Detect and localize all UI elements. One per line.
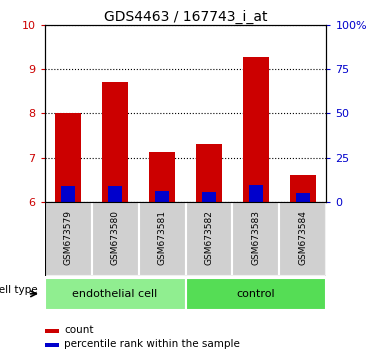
Bar bbox=[92, 202, 138, 276]
Bar bbox=[155, 191, 169, 202]
Bar bbox=[45, 278, 186, 310]
Text: GSM673579: GSM673579 bbox=[63, 210, 72, 265]
Bar bbox=[61, 186, 75, 202]
Text: GSM673580: GSM673580 bbox=[111, 210, 119, 265]
Text: percentile rank within the sample: percentile rank within the sample bbox=[64, 339, 240, 349]
Text: cell type: cell type bbox=[0, 285, 38, 295]
Bar bbox=[296, 193, 310, 202]
Text: count: count bbox=[64, 325, 94, 335]
Bar bbox=[186, 202, 233, 276]
Bar bbox=[186, 278, 326, 310]
Bar bbox=[55, 113, 81, 202]
Bar bbox=[196, 144, 222, 202]
Bar bbox=[138, 202, 186, 276]
Text: GSM673583: GSM673583 bbox=[252, 210, 260, 265]
Bar bbox=[202, 192, 216, 202]
Bar bbox=[108, 186, 122, 202]
Bar bbox=[233, 202, 279, 276]
Bar bbox=[149, 152, 175, 202]
Text: GSM673584: GSM673584 bbox=[299, 210, 308, 265]
Bar bbox=[279, 202, 326, 276]
Bar bbox=[102, 82, 128, 202]
Text: GSM673581: GSM673581 bbox=[158, 210, 167, 265]
Bar bbox=[45, 329, 59, 333]
Bar bbox=[290, 175, 316, 202]
Bar bbox=[249, 185, 263, 202]
Text: control: control bbox=[237, 289, 275, 299]
Bar bbox=[45, 202, 92, 276]
Title: GDS4463 / 167743_i_at: GDS4463 / 167743_i_at bbox=[104, 10, 267, 24]
Text: GSM673582: GSM673582 bbox=[204, 210, 213, 265]
Bar bbox=[243, 57, 269, 202]
Text: endothelial cell: endothelial cell bbox=[72, 289, 158, 299]
Bar bbox=[45, 343, 59, 347]
